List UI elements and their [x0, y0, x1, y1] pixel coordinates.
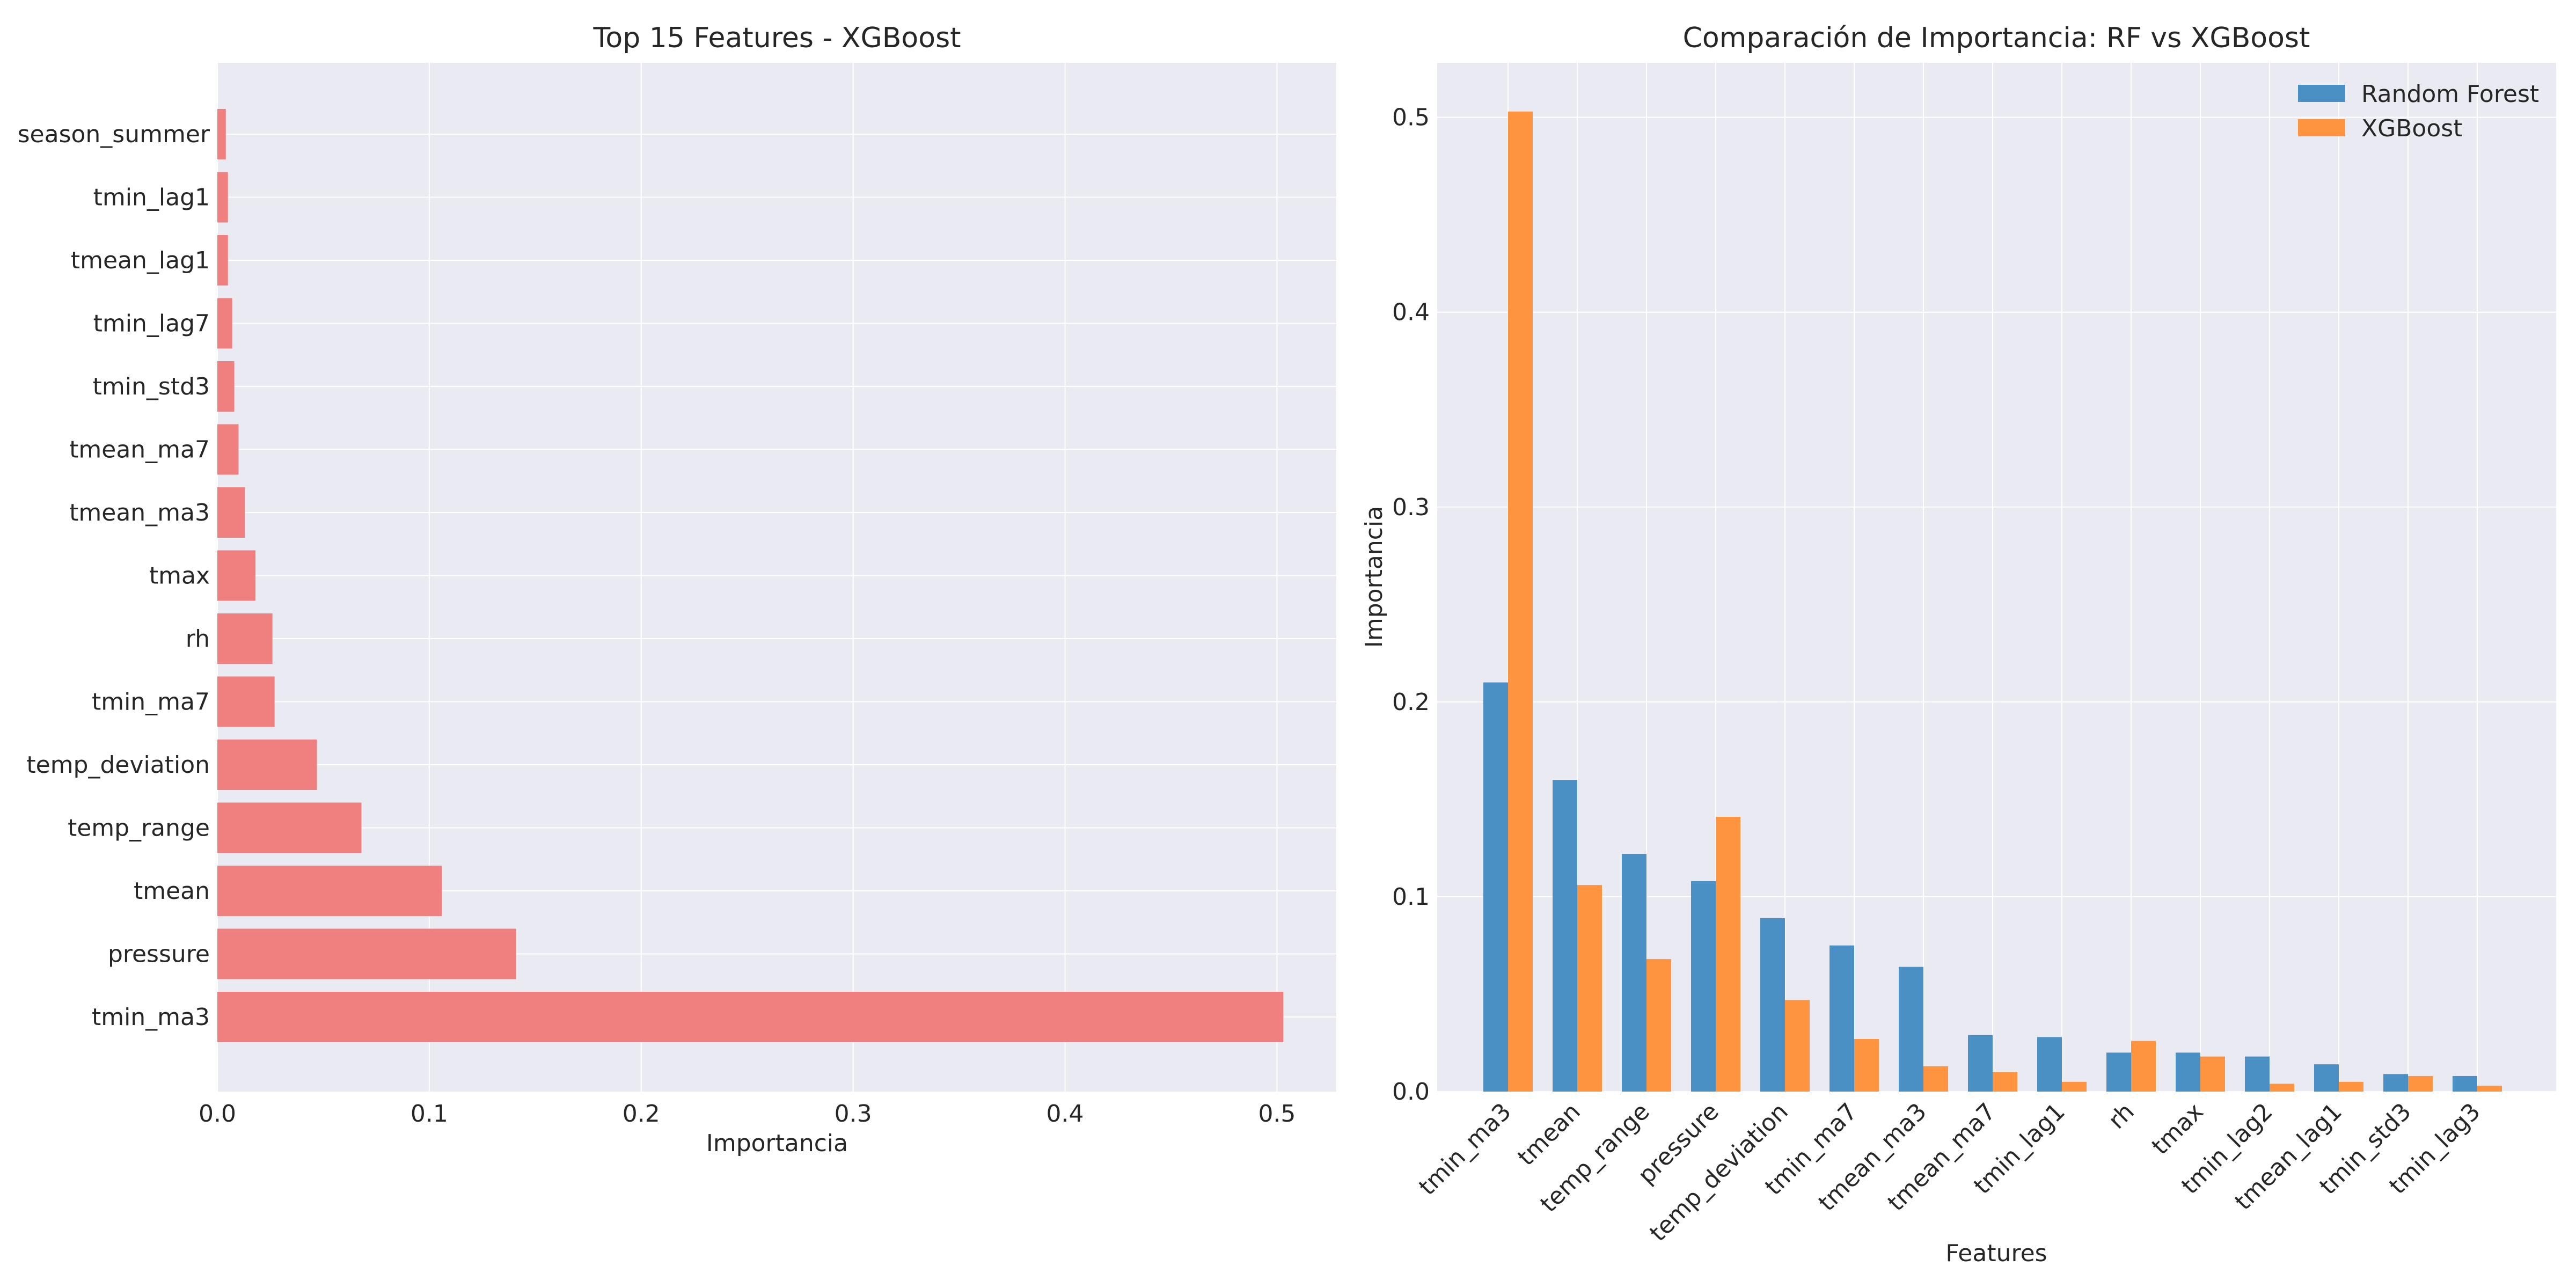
chart-xgboost-top15: tmin_ma3 pressure tmean temp_range temp_devi… [18, 22, 1336, 1157]
y-tick-label: rh [186, 625, 210, 653]
y-tick-label: pressure [108, 941, 210, 968]
bar-xgboost-pressure [1716, 817, 1740, 1092]
x-tick-label: 0.0 [199, 1100, 236, 1128]
bar-xgboost-tmean-ma3 [1923, 1066, 1948, 1092]
bar-random-forest-tmin-ma3 [1483, 682, 1508, 1092]
x-tick-label: 0.1 [411, 1100, 448, 1128]
y-tick-label: 0.4 [1392, 299, 1430, 326]
y-tick-label: tmax [149, 562, 210, 590]
x-tick-label: 0.4 [1046, 1100, 1084, 1128]
bar-tmean-ma3 [217, 487, 245, 538]
bar-xgboost-temp-range [1646, 959, 1671, 1092]
bars-right [1483, 111, 2502, 1092]
y-tick-label: tmin_ma3 [92, 1004, 210, 1031]
bar-tmin-lag7 [217, 298, 232, 349]
y-tick-label: 0.1 [1392, 883, 1430, 911]
bar-random-forest-pressure [1691, 881, 1716, 1092]
y-tick-label: 0.5 [1392, 104, 1430, 131]
y-tick-label: tmean_ma3 [69, 499, 210, 526]
bar-season-summer [217, 109, 226, 159]
bar-xgboost-tmin-ma7 [1854, 1038, 1879, 1092]
y-tick-label: tmin_ma7 [92, 689, 210, 716]
bar-random-forest-tmin-lag3 [2453, 1075, 2477, 1092]
plot-area-right [1437, 63, 2556, 1092]
bar-random-forest-tmean-ma3 [1899, 967, 1923, 1092]
y-tick-label: tmin_lag1 [93, 184, 210, 211]
bar-rh [217, 613, 273, 664]
legend: Random Forest XGBoost [2298, 80, 2539, 142]
bar-random-forest-tmin-std3 [2383, 1074, 2408, 1092]
bar-random-forest-rh [2106, 1052, 2131, 1092]
y-tick-label: tmean_ma7 [69, 436, 210, 464]
bar-tmean [217, 866, 442, 916]
legend-swatch-random-forest [2298, 85, 2345, 102]
legend-swatch-xgboost [2298, 119, 2345, 136]
bar-tmax [217, 550, 256, 601]
bar-random-forest-tmean-lag1 [2314, 1064, 2339, 1092]
bar-xgboost-rh [2131, 1041, 2156, 1092]
bar-xgboost-tmean-ma7 [1993, 1072, 2017, 1092]
legend-label-random-forest: Random Forest [2361, 80, 2539, 108]
legend-label-xgboost: XGBoost [2361, 115, 2462, 142]
chart-rf-vs-xgboost: 0.00.10.20.30.40.5 tmin_ma3tmeantemp_ran… [1360, 22, 2556, 1267]
bar-xgboost-tmin-lag2 [2270, 1084, 2294, 1092]
bar-xgboost-tmin-ma3 [1508, 111, 1533, 1092]
x-axis-label-left: Importancia [706, 1130, 848, 1157]
bar-xgboost-temp-deviation [1785, 1000, 1810, 1092]
y-tick-labels-left: tmin_ma3 pressure tmean temp_range temp_devi… [18, 121, 210, 1031]
chart-title-left: Top 15 Features - XGBoost [592, 22, 961, 54]
bars-left [217, 109, 1284, 1042]
chart-title-right: Comparación de Importancia: RF vs XGBoos… [1683, 22, 2310, 54]
y-tick-label: temp_deviation [26, 751, 210, 779]
bar-tmin-ma3 [217, 992, 1284, 1042]
bar-xgboost-tmin-lag1 [2062, 1081, 2087, 1092]
bar-random-forest-tmin-lag1 [2037, 1037, 2062, 1092]
bar-tmin-std3 [217, 361, 235, 412]
x-tick-labels-left: 0.0 0.1 0.2 0.3 0.4 0.5 [199, 1100, 1296, 1128]
y-tick-label: 0.2 [1392, 689, 1430, 716]
bar-xgboost-tmin-lag3 [2477, 1086, 2502, 1092]
bar-pressure [217, 928, 516, 979]
bar-tmean-lag1 [217, 235, 228, 286]
y-tick-label: temp_range [68, 815, 210, 842]
bar-temp-deviation [217, 740, 317, 790]
y-tick-label: tmin_std3 [93, 373, 210, 400]
bar-xgboost-tmean [1577, 885, 1602, 1092]
bar-xgboost-tmin-std3 [2408, 1075, 2433, 1092]
x-tick-label: 0.5 [1258, 1100, 1296, 1128]
y-tick-labels-right: 0.0 0.1 0.2 0.3 0.4 0.5 [1392, 104, 1430, 1106]
y-tick-label: 0.0 [1392, 1078, 1430, 1106]
bar-xgboost-tmean-lag1 [2339, 1081, 2363, 1092]
bar-random-forest-tmax [2176, 1052, 2200, 1092]
bar-temp-range [217, 802, 362, 853]
bar-xgboost-tmax [2200, 1056, 2225, 1092]
bar-random-forest-temp-deviation [1760, 918, 1785, 1092]
y-tick-label: 0.3 [1392, 494, 1430, 521]
bar-tmean-ma7 [217, 424, 239, 475]
y-axis-label-right: Importancia [1360, 506, 1388, 648]
bar-random-forest-tmean-ma7 [1968, 1035, 1993, 1092]
x-tick-label: 0.3 [835, 1100, 872, 1128]
bar-tmin-lag1 [217, 172, 228, 223]
y-tick-label: tmean_lag1 [71, 247, 210, 274]
bar-tmin-ma7 [217, 676, 275, 727]
bar-random-forest-tmin-lag2 [2245, 1056, 2270, 1092]
bar-random-forest-temp-range [1622, 854, 1646, 1092]
y-tick-label: tmean [134, 877, 210, 905]
plot-area-left [217, 63, 1336, 1092]
bar-random-forest-tmin-ma7 [1829, 945, 1854, 1092]
x-axis-label-right: Features [1945, 1240, 2047, 1267]
bar-random-forest-tmean [1553, 780, 1577, 1092]
x-tick-label: 0.2 [623, 1100, 660, 1128]
y-tick-label: season_summer [18, 121, 210, 148]
y-tick-label: tmin_lag7 [93, 310, 210, 338]
